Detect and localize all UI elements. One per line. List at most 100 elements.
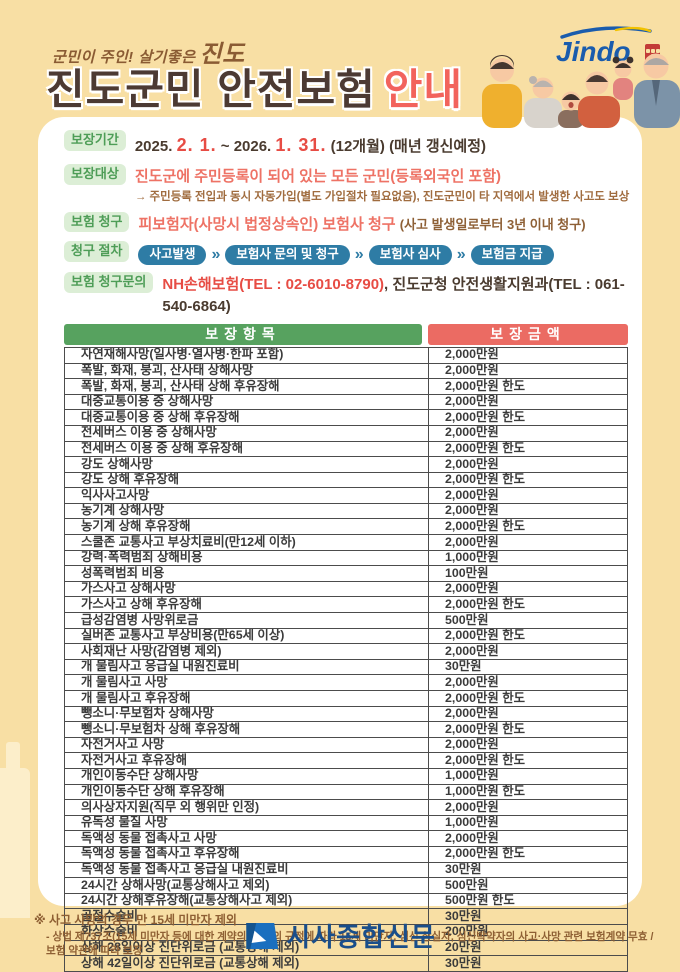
coverage-amount-cell: 2,000만원 [428,580,628,598]
press-logo-icon [246,922,279,949]
coverage-amount-cell: 2,000만원 [428,830,628,847]
table-row: 개인이동수단 상해사망 1,000만원 [64,767,628,785]
table-row: 독액성 동물 접촉사고 후유장해 2,000만원 한도 [64,845,628,863]
coverage-amount-cell: 1,000만원 [428,767,628,785]
coverage-amount-cell: 2,000만원 한도 [428,845,628,863]
coverage-item-cell: 개 물림사고 후유장해 [64,690,429,707]
table-row: 스쿨존 교통사고 부상치료비(만12세 이하) 2,000만원 [64,534,628,551]
table-row: 대중교통이용 중 상해사망 2,000만원 [64,393,628,411]
coverage-amount-cell: 500만원 [428,612,628,629]
coverage-item-cell: 스쿨존 교통사고 부상치료비(만12세 이하) [64,534,429,551]
coverage-amount-cell: 2,000만원 한도 [428,440,628,458]
table-row: 사회재난 사망(감염병 제외) 2,000만원 [64,643,628,660]
coverage-item-cell: 대중교통이용 중 상해 후유장해 [64,409,429,426]
coverage-amount-cell: 2,000만원 한도 [428,518,628,536]
coverage-period-badge: 보장기간 [64,130,126,151]
coverage-amount-cell: 2,000만원 [428,346,628,364]
coverage-amount-cell: 2,000만원 [428,393,628,411]
coverage-item-cell: 강도 상해사망 [64,456,429,473]
period-segment: (12개월) (매년 갱신예정) [326,138,487,155]
coverage-amount-cell: 100만원 [428,565,628,582]
coverage-item-cell: 개 물림사고 응급실 내원진료비 [64,658,429,676]
coverage-amount-cell: 2,000만원 한도 [428,471,628,489]
period-segment: 2. 1. [176,135,217,155]
coverage-amount-cell: 2,000만원 [428,502,628,520]
coverage-item-cell: 폭발, 화재, 붕괴, 산사태 상해 후유장해 [64,378,429,395]
coverage-item-cell: 독액성 동물 접촉사고 사망 [64,830,429,847]
coverage-table: 보장항목 보장금액 자연재해사망(일사병·열사병·한파 포함) 2,000만원 폭발… [64,323,628,972]
coverage-amount-cell: 2,000만원 한도 [428,690,628,707]
coverage-target-text: 진도군에 주민등록이 되어 있는 모든 군민(등록외국인 포함) → 주민등록 … [135,164,629,205]
claim-steps: 사고발생» 보험사 문의 및 청구» 보험사 심사» 보험금 지급 [138,241,554,266]
table-row: 농기계 상해 후유장해 2,000만원 한도 [64,518,628,536]
coverage-amount-cell: 2,000만원 [428,456,628,473]
table-row: 강도 상해사망 2,000만원 [64,456,628,473]
table-row: 폭발, 화재, 붕괴, 산사태 상해 후유장해 2,000만원 한도 [64,378,628,395]
coverage-amount-cell: 30만원 [428,861,628,879]
period-segment: ~ 2026. [216,138,276,155]
table-row: 가스사고 상해 후유장해 2,000만원 한도 [64,596,628,614]
coverage-item-cell: 실버존 교통사고 부상비용(만65세 이상) [64,627,429,645]
table-row: 강도 상해 후유장해 2,000만원 한도 [64,471,628,489]
step-arrow-icon: » [456,246,466,264]
coverage-item-cell: 개인이동수단 상해 후유장해 [64,783,429,801]
coverage-item-cell: 대중교통이용 중 상해사망 [64,393,429,411]
claim-step-pill: 사고발생 [138,245,207,265]
table-row: 강력·폭력범죄 상해비용 1,000만원 [64,549,628,567]
coverage-amount-cell: 500만원 [428,877,628,894]
coverage-item-cell: 가스사고 상해사망 [64,580,429,598]
contact-badge: 보험 청구문의 [64,272,154,294]
contact-row: 보험 청구문의 NH손해보험(TEL : 02-6010-8790), 진도군청… [64,272,630,318]
step-arrow-icon: » [354,246,364,264]
table-row: 개 물림사고 후유장해 2,000만원 한도 [64,690,628,707]
table-row: 뺑소니·무보험차 상해 후유장해 2,000만원 한도 [64,721,628,738]
coverage-item-cell: 24시간 상해후유장해(교통상해사고 제외) [64,892,429,910]
table-row: 전세버스 이용 중 상해 후유장해 2,000만원 한도 [64,440,628,458]
coverage-amount-cell: 30만원 [428,658,628,676]
coverage-item-cell: 자전거사고 후유장해 [64,752,429,769]
coverage-table-header: 보장항목 보장금액 [64,323,628,345]
claim-steps-badge: 청구 절차 [64,241,130,263]
page-title-main: 진도군민 안전보험 [46,66,376,113]
table-row: 의사상자지원(직무 외 행위만 인정) 2,000만원 [64,799,628,816]
coverage-amount-cell: 2,000만원 한도 [428,721,628,738]
coverage-amount-cell: 2,000만원 [428,643,628,660]
coverage-table-body: 자연재해사망(일사병·열사병·한파 포함) 2,000만원 폭발, 화재, 붕괴, … [64,346,628,972]
contact-comma: , [384,276,393,294]
insurance-claim-note: (사고 발생일로부터 3년 이내 청구) [399,216,586,232]
coverage-item-cell: 자연재해사망(일사병·열사병·한파 포함) [64,346,429,364]
coverage-item-cell: 전세버스 이용 중 상해사망 [64,424,429,442]
table-row: 개 물림사고 응급실 내원진료비 30만원 [64,658,628,676]
period-segment: 1. 31. [275,135,327,155]
coverage-item-cell: 가스사고 상해 후유장해 [64,596,429,614]
claim-step-pill: 보험금 지급 [470,245,554,265]
table-row: 폭발, 화재, 붕괴, 산사태 상해사망 2,000만원 [64,362,628,380]
coverage-target-line2: → 주민등록 전입과 동시 자동가입(별도 가입절차 필요없음), 진도군민이 … [134,190,630,203]
coverage-item-cell: 급성감염병 사망위로금 [64,612,429,629]
coverage-item-cell: 개인이동수단 상해사망 [64,767,429,785]
contact-secondary: 진도군청 안전생활지원과(TEL : 061-540-6864) [162,276,625,316]
table-row: 가스사고 상해사망 2,000만원 [64,580,628,598]
coverage-item-cell: 강력·폭력범죄 상해비용 [64,549,429,567]
coverage-item-cell: 뺑소니·무보험차 상해사망 [64,705,429,723]
coverage-amount-cell: 2,000만원 [428,487,628,504]
coverage-amount-cell: 500만원 한도 [428,892,628,910]
table-row: 성폭력범죄 비용 100만원 [64,565,628,582]
coverage-amount-cell: 2,000만원 [428,736,628,754]
coverage-item-cell: 전세버스 이용 중 상해 후유장해 [64,440,429,458]
page-title-accent: 안내 [383,66,464,113]
coverage-amount-cell: 2,000만원 한도 [428,409,628,426]
building-silhouette [0,742,30,918]
coverage-target-line1: 진도군에 주민등록이 되어 있는 모든 군민(등록외국인 포함) [134,168,502,186]
table-row: 전세버스 이용 중 상해사망 2,000만원 [64,424,628,442]
table-row: 자전거사고 사망 2,000만원 [64,736,628,754]
coverage-item-cell: 독액성 동물 접촉사고 후유장해 [64,845,429,863]
coverage-period-text: 2025. 2. 1. ~ 2026. 1. 31. (12개월) (매년 갱신… [135,130,486,158]
table-row: 유독성 물질 사망 1,000만원 [64,814,628,832]
coverage-item-cell: 의사상자지원(직무 외 행위만 인정) [64,799,429,816]
family-illustration [482,53,680,128]
coverage-table-grid: 자연재해사망(일사병·열사병·한파 포함) 2,000만원 폭발, 화재, 붕괴, … [64,346,628,972]
coverage-amount-cell: 2,000만원 한도 [428,627,628,645]
coverage-item-cell: 독액성 동물 접촉사고 응급실 내원진료비 [64,861,429,879]
step-arrow-icon: » [211,246,221,264]
